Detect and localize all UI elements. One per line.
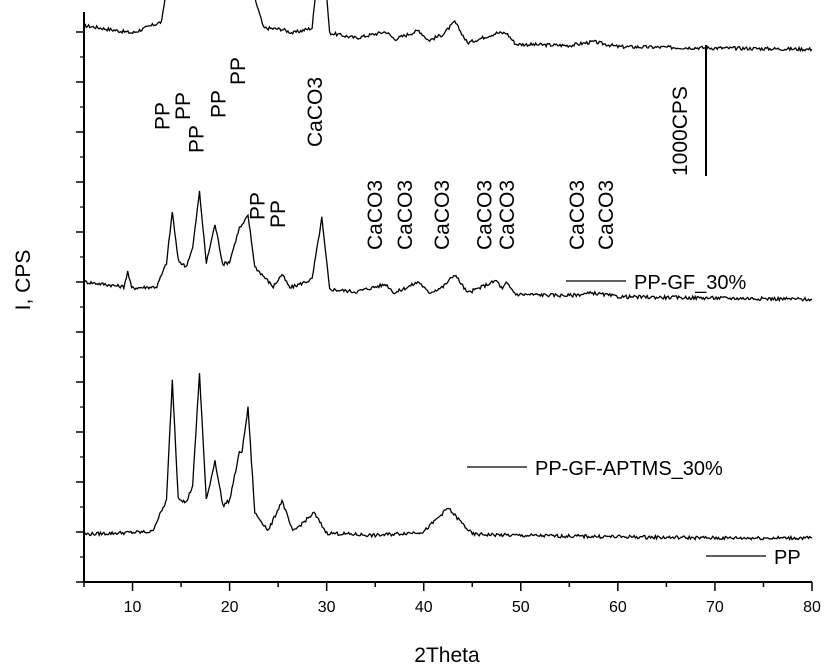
series-line-pp [83,373,813,542]
y-axis-title: I, CPS [12,250,35,311]
peak-annotation: CaCO3 [474,180,497,250]
peak-annotation: CaCO3 [595,180,618,250]
peak-annotation: CaCO3 [431,180,454,250]
x-tick-label: 60 [609,599,627,616]
peak-annotation: PP [151,102,174,130]
x-tick-label: 40 [415,599,433,616]
x-tick-label: 10 [124,599,142,616]
x-tick-label: 80 [803,599,821,616]
peak-annotation: PP [208,90,231,118]
x-tick-label: 50 [512,599,530,616]
legends: PP-GF_30% PP-GF-APTMS_30% PP [467,272,801,569]
x-tick-label: 30 [318,599,336,616]
peak-annotation: CaCO3 [364,180,387,250]
x-tick-label: 70 [706,599,724,616]
peak-annotation: PP [247,192,270,220]
legend-label-pp-gf-aptms-30: PP-GF-APTMS_30% [535,458,723,480]
legend-label-pp: PP [774,547,801,569]
peak-annotation: PP [172,92,195,120]
x-axis-title: 2Theta [414,644,480,667]
peak-annotation: PP [185,125,208,153]
legend-label-pp-gf-30: PP-GF_30% [634,272,746,294]
traces [83,0,813,542]
peak-annotation: CaCO3 [394,180,417,250]
series-line-pp-gf-30 [83,0,813,53]
scale-bar-label: 1000CPS [669,86,692,176]
axes: 10 20 30 40 50 60 70 80 [76,12,821,616]
peak-annotation: CaCO3 [496,180,519,250]
peak-annotation: PP [267,200,290,228]
peak-annotation: CaCO3 [304,77,327,147]
x-tick-label: 20 [221,599,239,616]
peak-annotation: CaCO3 [566,180,589,250]
series-line-pp-gf-aptms-30 [83,190,813,303]
peak-annotation: PP [227,57,250,85]
